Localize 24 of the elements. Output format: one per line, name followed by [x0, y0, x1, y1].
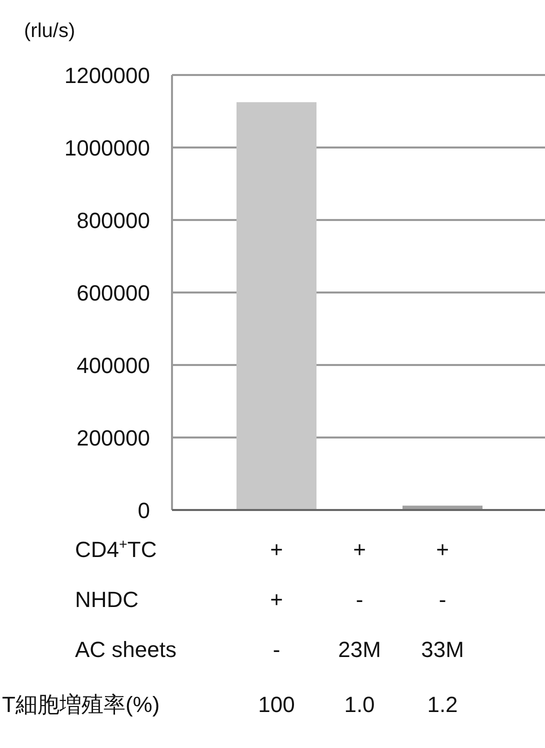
text: -: [272, 637, 280, 662]
text: 100: [258, 692, 295, 717]
y-tick-label: 0: [138, 498, 150, 523]
text: -: [356, 587, 364, 612]
y-tick-label: 1200000: [64, 63, 150, 88]
text: 33M: [421, 637, 464, 662]
text: NHDC: [75, 587, 139, 612]
text: CD4$^{+}$TC: [75, 537, 157, 562]
text: -: [438, 587, 446, 612]
text: 1.2: [427, 692, 458, 717]
y-tick-label: 600000: [76, 280, 150, 306]
text: +: [353, 537, 366, 562]
text: +: [436, 537, 449, 562]
text: T細胞増殖率(%): [2, 692, 160, 717]
y-tick-label: 1000000: [64, 136, 150, 160]
text: 1.0: [344, 692, 375, 717]
text: 23M: [338, 637, 381, 662]
y-tick-label: 400000: [76, 353, 150, 378]
text: AC sheets: [75, 637, 176, 662]
y-tick-label: 800000: [76, 208, 150, 233]
text: +: [270, 587, 283, 612]
y-axis-title: (rlu/s): [24, 20, 76, 42]
y-tick-label: 200000: [76, 426, 150, 450]
text: +: [270, 537, 283, 562]
